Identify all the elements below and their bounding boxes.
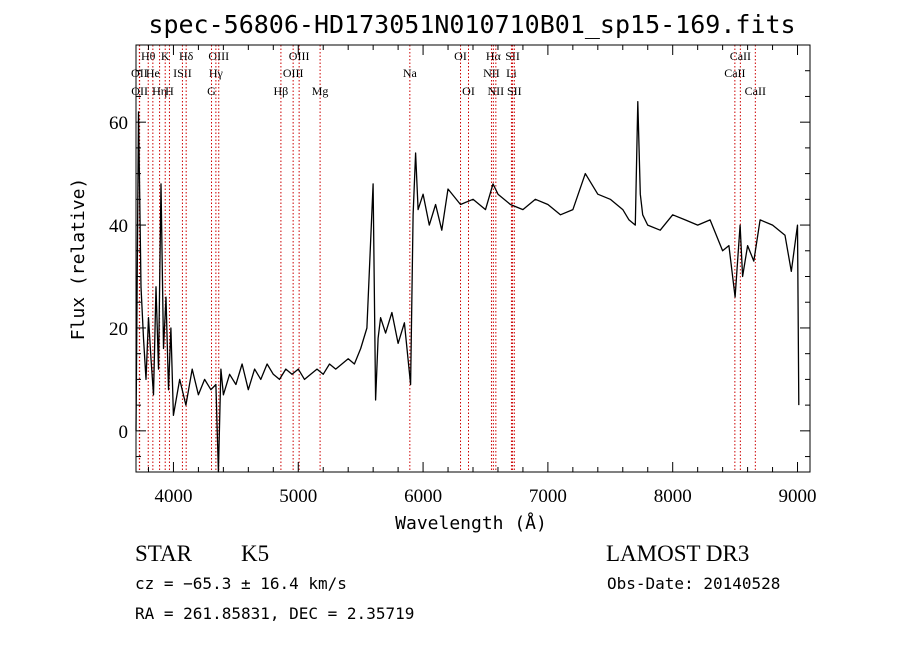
line-marker-label-11: G xyxy=(207,84,216,98)
line-marker-label-17: OI xyxy=(454,49,467,63)
line-marker-label-21: NII xyxy=(488,84,505,98)
line-marker-label-14: OIII xyxy=(283,66,304,80)
survey-name: LAMOST DR3 xyxy=(606,541,749,566)
line-marker-label-3: He xyxy=(146,66,160,80)
line-marker-label-7: ISII xyxy=(173,66,192,80)
observation-date: Obs-Date: 20140528 xyxy=(607,574,780,593)
y-tick-label-40: 40 xyxy=(109,216,128,237)
x-tick-label-7000: 7000 xyxy=(529,486,567,507)
coordinates: RA = 261.85831, DEC = 2.35719 xyxy=(135,604,414,623)
line-marker-label-26: CaII xyxy=(724,66,745,80)
line-marker-label-8: Hδ xyxy=(179,49,194,63)
line-marker-label-19: Hα xyxy=(486,49,502,63)
redshift-cz: cz = −65.3 ± 16.4 km/s xyxy=(135,574,347,593)
line-marker-label-2: Hθ xyxy=(141,49,156,63)
x-axis: 4000 5000 6000 7000 8000 9000 xyxy=(147,45,817,507)
y-tick-label-0: 0 xyxy=(119,422,129,443)
chart-title: spec-56806-HD173051N010710B01_sp15-169.f… xyxy=(148,10,795,39)
line-marker-label-22: SII xyxy=(505,49,520,63)
x-tick-label-8000: 8000 xyxy=(654,486,692,507)
spectrum-series-0 xyxy=(135,100,800,473)
x-tick-label-6000: 6000 xyxy=(404,486,442,507)
y-tick-label-20: 20 xyxy=(109,319,128,340)
line-marker-label-10: Hγ xyxy=(209,66,224,80)
y-tick-label-60: 60 xyxy=(109,113,128,134)
line-marker-label-16: Na xyxy=(403,66,418,80)
line-marker-label-12: Hβ xyxy=(274,84,289,98)
y-axis-label: Flux (relative) xyxy=(68,178,89,341)
line-marker-label-9: OIII xyxy=(208,49,229,63)
line-marker-label-4: Hη xyxy=(152,84,167,98)
object-class: STAR xyxy=(135,541,193,566)
x-tick-label-9000: 9000 xyxy=(779,486,817,507)
plot-area xyxy=(135,100,800,473)
line-marker-label-15: Mg xyxy=(312,84,329,98)
line-marker-label-20: NII xyxy=(483,66,500,80)
line-marker-label-24: SII xyxy=(507,84,522,98)
y-axis: 0 20 40 60 xyxy=(109,70,810,458)
x-tick-label-4000: 4000 xyxy=(154,486,192,507)
line-marker-label-6: H xyxy=(165,84,174,98)
line-marker-label-25: CaII xyxy=(730,49,751,63)
line-marker-label-5: K xyxy=(161,49,170,63)
line-marker-label-13: OIII xyxy=(289,49,310,63)
x-tick-label-5000: 5000 xyxy=(279,486,317,507)
x-axis-label: Wavelength (Å) xyxy=(395,512,547,534)
line-marker-label-23: Li xyxy=(506,66,517,80)
line-marker-label-1: OII xyxy=(131,84,148,98)
line-marker-label-27: CaII xyxy=(745,84,766,98)
line-marker-label-18: OI xyxy=(462,84,475,98)
plot-frame xyxy=(135,44,811,473)
object-subclass: K5 xyxy=(241,541,269,566)
